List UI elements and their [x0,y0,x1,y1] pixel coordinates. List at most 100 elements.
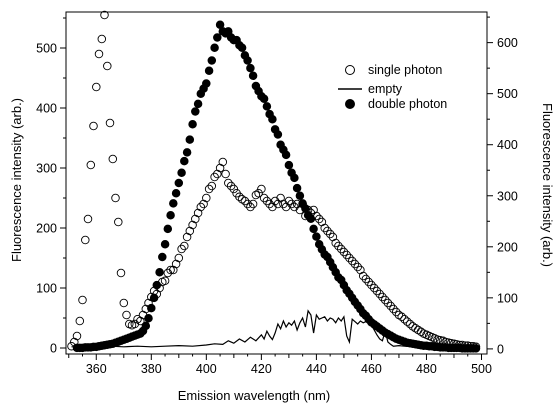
double-photon-point [285,161,293,169]
double-photon-point [194,100,202,108]
double-photon-point [263,103,271,111]
y-right-tick-label: 0 [497,342,504,356]
double-photon-point [472,345,480,353]
legend-label: empty [368,82,403,96]
double-photon-point [181,157,189,165]
x-tick-label: 460 [361,362,382,376]
double-photon-point [164,225,172,233]
single-photon-point [222,170,230,178]
double-photon-point [170,200,178,208]
double-photon-point [296,192,304,200]
single-photon-point [115,218,123,226]
double-photon-point [203,80,211,88]
double-photon-point [175,179,183,187]
y-right-tick-label: 100 [497,291,518,305]
single-photon-point [175,254,183,262]
double-photon-point [260,95,268,103]
single-photon-point [208,182,216,190]
double-photon-point [150,294,158,302]
single-photon-point [117,269,125,277]
single-photon-point [161,277,169,285]
y-left-tick-label: 400 [36,102,57,116]
single-photon-point [95,50,103,58]
single-photon-point [106,119,114,127]
double-photon-point [192,108,200,116]
single-photon-point [249,200,257,208]
double-photon-point [172,189,180,197]
single-photon-point [90,122,98,130]
double-photon-point [208,57,216,65]
single-photon-point [109,155,117,163]
double-photon-point [205,67,213,75]
single-photon-point [98,35,106,43]
double-photon-point [189,121,197,129]
double-photon-point [214,34,222,42]
single-photon-point [87,161,95,169]
legend-label: double photon [368,97,447,111]
double-photon-point [153,281,161,289]
x-tick-label: 360 [86,362,107,376]
x-tick-label: 380 [141,362,162,376]
y-left-tick-label: 300 [36,162,57,176]
single-photon-point [101,11,109,19]
y-left-tick-label: 200 [36,222,57,236]
double-photon-point [142,322,150,330]
y-right-tick-label: 300 [497,189,518,203]
double-photon-point [307,215,315,223]
single-photon-point [93,83,101,91]
single-photon-point [82,236,90,244]
single-photon-point [84,215,92,223]
double-photon-point [238,44,246,52]
y-axis-title-left: Fluorescence intensity (arb.) [9,98,24,262]
double-photon-point [167,211,175,219]
legend-open-circle-swatch [346,66,355,75]
single-photon-point [123,311,131,319]
single-photon-point [219,158,227,166]
single-photon-point [258,185,266,193]
double-photon-point [178,169,186,177]
legend: single photon emptydouble photon [338,63,447,111]
double-photon-point [291,174,299,182]
single-photon-point [104,62,112,70]
x-tick-label: 440 [306,362,327,376]
double-photon-point [282,151,290,159]
double-photon-point [269,115,277,123]
double-photon-point [183,149,191,157]
x-tick-label: 420 [251,362,272,376]
y-right-tick-label: 600 [497,36,518,50]
legend-filled-circle-swatch [346,100,355,109]
double-photon-point [211,44,219,52]
double-photon-point [293,184,301,192]
single-photon-point [203,194,211,202]
single-photon-point [181,242,189,250]
x-tick-label: 500 [471,362,492,376]
double-photon-point [161,241,169,249]
y-right-tick-label: 200 [497,240,518,254]
double-photon-point [156,269,164,277]
y-axis-title-right: Fluorescence intensity (arb.) [540,103,555,267]
y-left-tick-label: 0 [50,342,57,356]
single-photon-point [112,194,120,202]
double-photon-point [159,253,167,261]
x-axis-title: Emission wavelength (nm) [178,388,330,403]
y-left-tick-label: 100 [36,282,57,296]
single-photon-point [79,296,87,304]
double-photon-point [249,72,257,80]
double-photon-point [310,225,318,233]
y-right-tick-label: 500 [497,87,518,101]
single-photon-point [73,332,81,340]
double-photon-point [313,233,321,241]
x-tick-label: 480 [416,362,437,376]
x-tick-label: 400 [196,362,217,376]
single-photon-point [120,299,128,307]
legend-label: single photon [368,63,442,77]
y-left-tick-label: 500 [36,42,57,56]
double-photon-point [145,315,153,323]
double-photon-point [274,131,282,139]
double-photon-point [186,136,194,144]
y-right-tick-label: 400 [497,138,518,152]
double-photon-point [148,304,156,312]
single-photon-point [76,317,84,325]
